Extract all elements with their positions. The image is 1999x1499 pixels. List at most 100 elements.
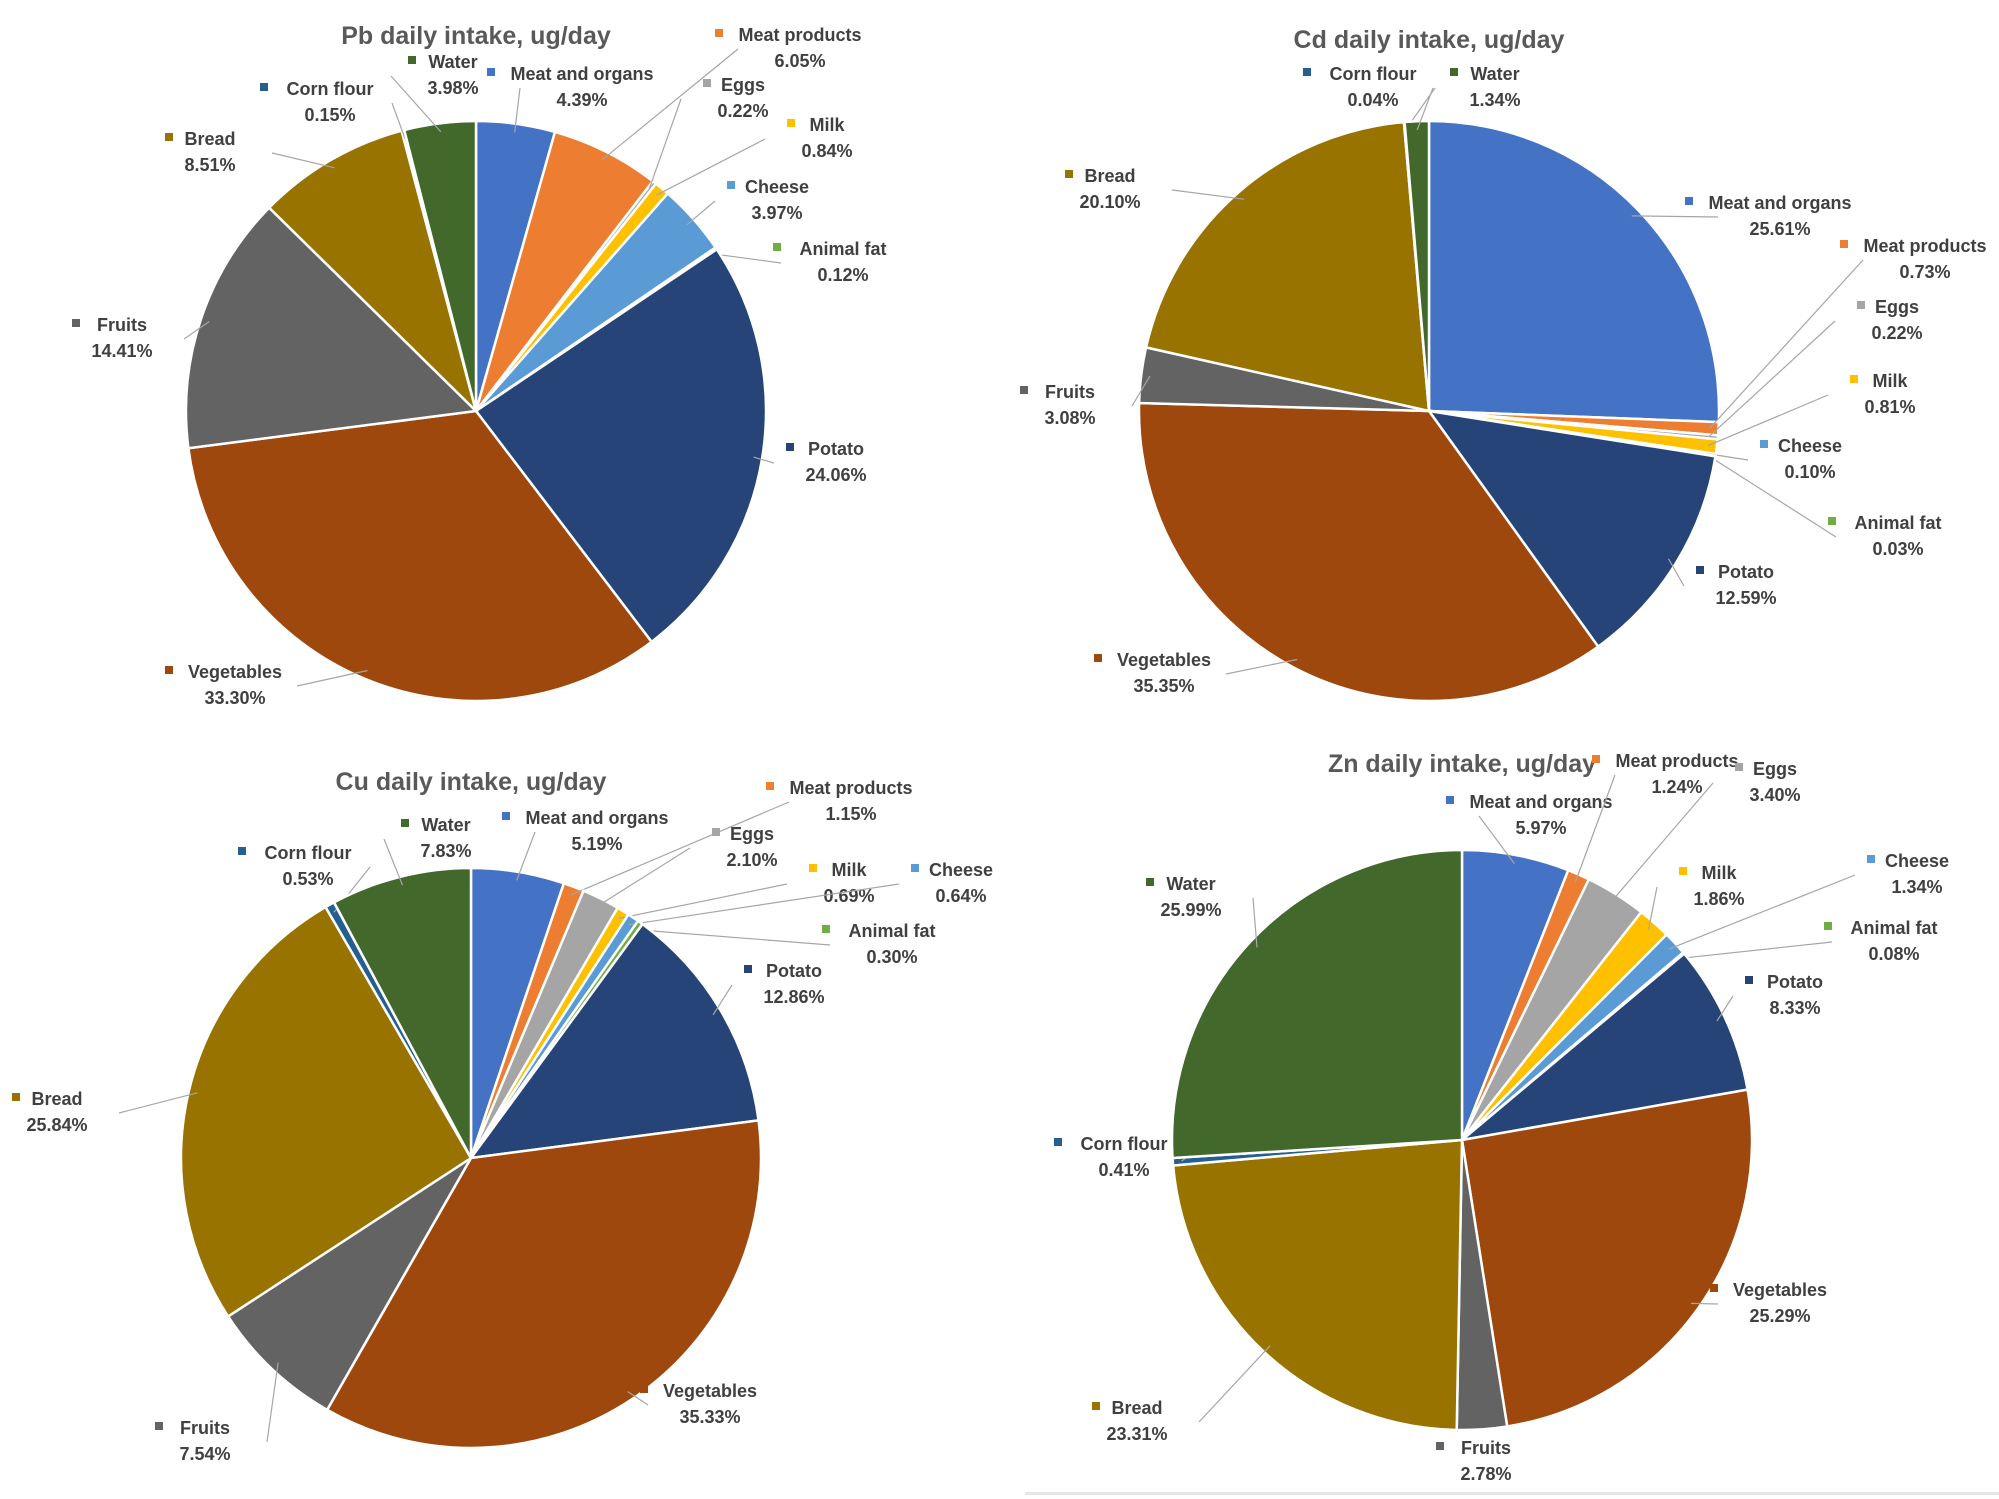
slice-label-name: Meat products xyxy=(1863,236,1986,256)
slice-label-value: 33.30% xyxy=(204,688,265,708)
slice-label-value: 2.78% xyxy=(1460,1464,1511,1484)
slice-label-value: 20.10% xyxy=(1079,192,1140,212)
slice-label-name: Bread xyxy=(184,129,235,149)
slice-label-value: 0.04% xyxy=(1347,90,1398,110)
pie-slice-bread xyxy=(1144,120,1431,413)
leader-line xyxy=(1252,897,1258,948)
slice-label-name: Bread xyxy=(31,1089,82,1109)
legend-marker xyxy=(715,29,723,37)
bottom-divider xyxy=(1025,1492,1999,1495)
pie-slice-vegetables xyxy=(1137,401,1600,703)
leader-line xyxy=(391,102,406,140)
slice-label-name: Vegetables xyxy=(663,1381,757,1401)
slice-label-value: 0.12% xyxy=(817,265,868,285)
slice-label-name: Potato xyxy=(1767,972,1823,992)
pie-slice-bread xyxy=(267,129,479,416)
slice-label-value: 35.33% xyxy=(679,1407,740,1427)
leader-line xyxy=(1181,1157,1187,1162)
slice-label-name: Milk xyxy=(1701,863,1737,883)
legend-marker xyxy=(1828,517,1836,525)
legend-marker xyxy=(712,828,720,836)
legend-marker xyxy=(155,1422,163,1430)
pie-slice-potato xyxy=(468,922,760,1160)
leader-line xyxy=(1648,886,1658,930)
leader-line xyxy=(390,75,442,133)
legend-marker xyxy=(165,666,173,674)
slice-label-value: 7.83% xyxy=(420,841,471,861)
slice-label-value: 1.15% xyxy=(825,804,876,824)
slice-label-value: 1.34% xyxy=(1469,90,1520,110)
pie-slice-potato xyxy=(474,247,768,644)
legend-marker xyxy=(12,1093,20,1101)
slice-label-name: Corn flour xyxy=(1330,64,1417,84)
slice-label-value: 0.53% xyxy=(282,869,333,889)
legend-marker xyxy=(911,864,919,872)
slice-label-name: Meat and organs xyxy=(525,808,668,828)
pie-slice-bread xyxy=(1171,1138,1464,1432)
leader-line xyxy=(1667,558,1685,587)
legend-marker xyxy=(1745,976,1753,984)
pie-slice-fruits xyxy=(226,1156,473,1412)
slice-label-name: Eggs xyxy=(1875,297,1919,317)
chart-title: Cd daily intake, ug/day xyxy=(1294,26,1565,54)
legend-marker xyxy=(786,443,794,451)
slice-label-value: 0.22% xyxy=(717,101,768,121)
slice-label-name: Corn flour xyxy=(265,843,352,863)
leader-line xyxy=(596,847,691,908)
legend-marker xyxy=(744,965,752,973)
slice-label-name: Water xyxy=(428,52,477,72)
leader-line xyxy=(514,87,521,133)
leader-line xyxy=(1574,774,1616,883)
leader-line xyxy=(656,138,766,196)
legend-marker xyxy=(260,83,268,91)
slice-label-value: 2.10% xyxy=(726,850,777,870)
pie-slice-potato xyxy=(1426,409,1717,649)
slice-label-value: 8.51% xyxy=(184,155,235,175)
slice-label-value: 0.64% xyxy=(935,886,986,906)
leader-line xyxy=(686,200,716,226)
legend-marker xyxy=(1592,755,1600,763)
slice-label-value: 0.30% xyxy=(866,947,917,967)
legend-marker xyxy=(1054,1138,1062,1146)
chart-title: Pb daily intake, ug/day xyxy=(341,22,611,50)
leader-line xyxy=(1716,995,1734,1022)
legend-marker xyxy=(1146,878,1154,886)
leader-line xyxy=(1416,87,1434,131)
leader-line xyxy=(1631,215,1719,218)
pie-chart-cd: Cd daily intake, ug/day Meat and organs 25… xyxy=(1020,26,1987,703)
slice-label-value: 35.35% xyxy=(1133,676,1194,696)
slice-label-name: Fruits xyxy=(97,315,147,335)
legend-marker xyxy=(787,119,795,127)
slice-label-name: Milk xyxy=(831,860,867,880)
slice-label-value: 14.41% xyxy=(91,341,152,361)
slice-label-value: 25.99% xyxy=(1160,900,1221,920)
legend-marker xyxy=(1857,301,1865,309)
slice-label-value: 3.97% xyxy=(751,203,802,223)
slice-label-value: 12.59% xyxy=(1715,588,1776,608)
slice-label-name: Animal fat xyxy=(799,239,886,259)
pie-chart-pb: Pb daily intake, ug/day Meat and organs 4.… xyxy=(72,22,887,708)
legend-marker xyxy=(1450,68,1458,76)
legend-marker xyxy=(408,56,416,64)
slice-label-value: 3.98% xyxy=(427,78,478,98)
slice-label-value: 0.08% xyxy=(1868,944,1919,964)
chart-title: Zn daily intake, ug/day xyxy=(1328,750,1596,778)
legend-marker xyxy=(401,819,409,827)
legend-marker xyxy=(703,79,711,87)
slice-label-name: Vegetables xyxy=(1733,1280,1827,1300)
legend-marker xyxy=(1824,922,1832,930)
pie-slice-vegetables xyxy=(186,409,654,703)
leader-line xyxy=(516,831,536,881)
chart-title: Cu daily intake, ug/day xyxy=(336,768,607,796)
slice-label-name: Fruits xyxy=(180,1418,230,1438)
slice-label-value: 0.10% xyxy=(1784,462,1835,482)
slice-label-value: 23.31% xyxy=(1106,1424,1167,1444)
slice-label-value: 3.40% xyxy=(1749,785,1800,805)
slice-label-value: 4.39% xyxy=(556,90,607,110)
legend-marker xyxy=(1303,68,1311,76)
slice-label-name: Corn flour xyxy=(1081,1134,1168,1154)
slice-label-name: Cheese xyxy=(1778,436,1842,456)
legend-marker xyxy=(72,319,80,327)
legend-marker xyxy=(1850,375,1858,383)
slice-label-value: 8.33% xyxy=(1769,998,1820,1018)
